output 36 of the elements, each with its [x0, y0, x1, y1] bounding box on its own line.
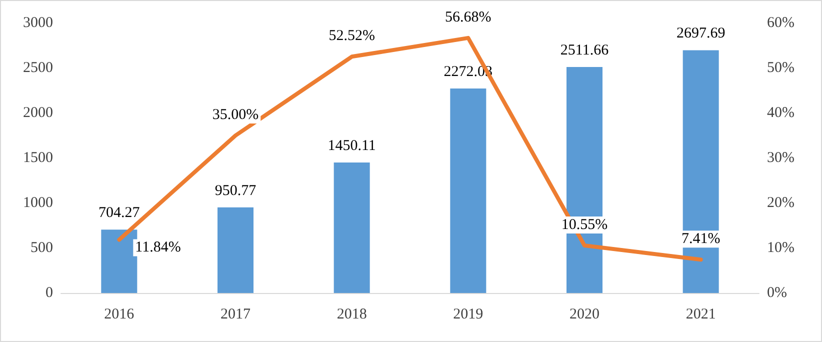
data-label: 950.77 — [214, 182, 257, 199]
x-tick-label: 2019 — [453, 306, 484, 322]
x-tick-label: 2018 — [336, 306, 367, 322]
data-label: 2511.66 — [560, 42, 610, 58]
y-tick-label: 2000 — [23, 105, 53, 121]
y-tick-label: 1000 — [23, 195, 53, 211]
y2-tick-label: 10% — [767, 240, 794, 256]
data-label: 2697.69 — [676, 26, 726, 42]
bar — [334, 162, 370, 293]
x-tick-label: 2017 — [220, 306, 251, 322]
bar — [101, 230, 138, 293]
data-label: 7.41% — [681, 231, 720, 248]
data-label: 10.55% — [561, 217, 608, 234]
bar — [218, 207, 254, 293]
y-tick-label: 1500 — [23, 150, 53, 166]
y2-tick-label: 40% — [767, 105, 794, 121]
x-tick-label: 2020 — [570, 306, 600, 322]
bar — [450, 88, 486, 293]
bar — [682, 50, 719, 293]
y-tick-label: 0 — [46, 285, 53, 301]
data-label: 1450.11 — [328, 138, 376, 154]
y-tick-label: 500 — [30, 240, 53, 256]
data-label: 35.00% — [212, 107, 259, 123]
data-label: 52.52% — [328, 28, 375, 44]
y2-tick-label: 0% — [767, 285, 787, 301]
data-label: 56.68% — [445, 9, 492, 26]
data-label: 11.84% — [135, 240, 181, 256]
x-tick-label: 2021 — [686, 306, 716, 322]
x-tick-label: 2016 — [104, 306, 135, 322]
y2-tick-label: 20% — [767, 195, 794, 211]
y-tick-label: 3000 — [23, 15, 53, 31]
y2-tick-label: 30% — [767, 150, 794, 166]
data-label: 704.27 — [98, 205, 140, 222]
y-tick-label: 2500 — [23, 60, 53, 76]
y2-tick-label: 60% — [767, 15, 794, 31]
y2-tick-label: 50% — [767, 60, 794, 76]
